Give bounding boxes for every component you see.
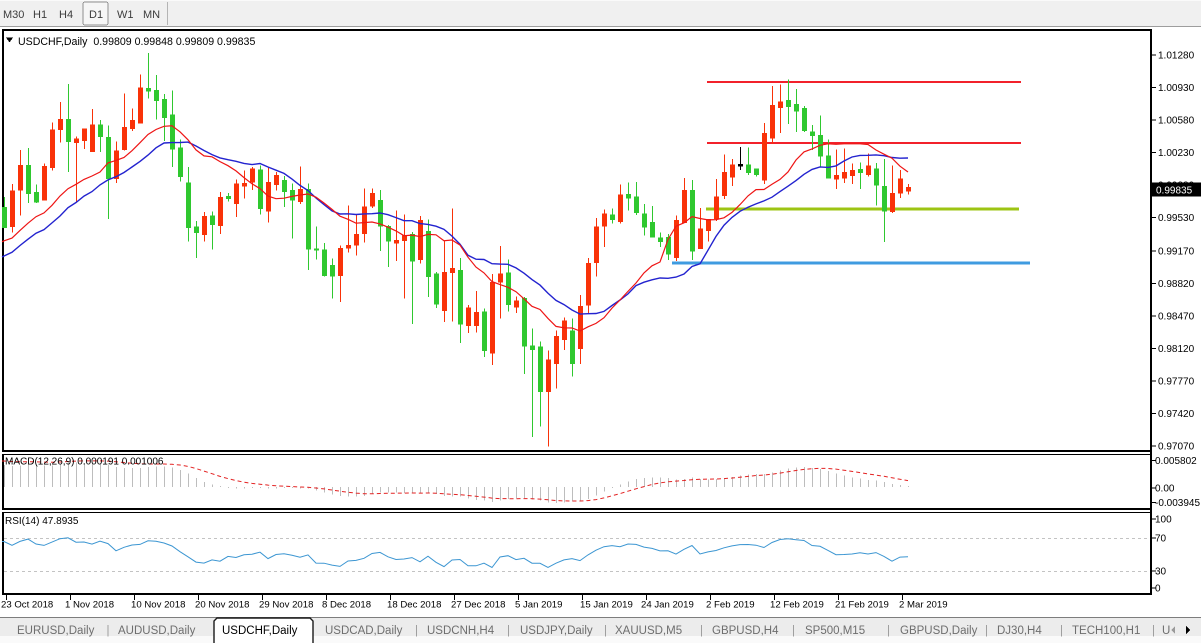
svg-text:|: |	[107, 625, 110, 637]
svg-text:0.005802: 0.005802	[1155, 456, 1197, 467]
svg-text:0.98470: 0.98470	[1158, 312, 1195, 323]
svg-text:MACD(12,26,9) 0.000191 0.00100: MACD(12,26,9) 0.000191 0.001006	[5, 457, 164, 468]
svg-text:|: |	[792, 625, 795, 637]
svg-text:15 Jan 2019: 15 Jan 2019	[580, 600, 633, 611]
svg-text:RSI(14) 47.8935: RSI(14) 47.8935	[5, 516, 79, 527]
svg-text:30: 30	[1155, 567, 1167, 578]
svg-text:XAUUSD,M5: XAUUSD,M5	[615, 625, 682, 637]
svg-text:24 Jan 2019: 24 Jan 2019	[641, 600, 694, 611]
svg-text:1.00930: 1.00930	[1158, 83, 1195, 94]
svg-text:0.97420: 0.97420	[1158, 409, 1195, 420]
svg-text:100: 100	[1155, 515, 1172, 526]
svg-text:12 Feb 2019: 12 Feb 2019	[770, 600, 824, 611]
svg-text:0.98820: 0.98820	[1158, 279, 1195, 290]
svg-text:|: |	[1152, 625, 1155, 637]
svg-text:21 Feb 2019: 21 Feb 2019	[835, 600, 889, 611]
svg-text:H4: H4	[59, 9, 73, 21]
svg-text:USDCAD,Daily: USDCAD,Daily	[325, 625, 403, 637]
svg-text:TECH100,H1: TECH100,H1	[1072, 625, 1140, 637]
svg-text:0.98120: 0.98120	[1158, 344, 1195, 355]
svg-text:2 Feb 2019: 2 Feb 2019	[706, 600, 755, 611]
svg-text:0.99170: 0.99170	[1158, 247, 1195, 258]
svg-text:USDCHF,Daily: USDCHF,Daily	[222, 625, 298, 637]
svg-text:|: |	[604, 625, 607, 637]
svg-text:USDCHF,Daily 0.99809 0.99848: USDCHF,Daily 0.99809 0.99848 0.99809 0.9…	[18, 36, 255, 48]
svg-text:|: |	[700, 625, 703, 637]
svg-text:1.00580: 1.00580	[1158, 116, 1195, 127]
svg-text:1.01280: 1.01280	[1158, 51, 1195, 62]
svg-text:W1: W1	[117, 9, 134, 21]
svg-text:70: 70	[1155, 534, 1167, 545]
svg-text:23 Oct 2018: 23 Oct 2018	[1, 600, 53, 611]
svg-text:5 Jan 2019: 5 Jan 2019	[515, 600, 562, 611]
svg-text:0: 0	[1155, 584, 1161, 595]
svg-text:|: |	[1060, 625, 1063, 637]
svg-text:DJ30,H4: DJ30,H4	[997, 625, 1042, 637]
svg-text:27 Dec 2018: 27 Dec 2018	[451, 600, 505, 611]
svg-text:H1: H1	[33, 9, 47, 21]
svg-text:-0.003945: -0.003945	[1155, 498, 1200, 509]
svg-text:18 Dec 2018: 18 Dec 2018	[387, 600, 441, 611]
svg-text:|: |	[507, 625, 510, 637]
svg-text:10 Nov 2018: 10 Nov 2018	[131, 600, 185, 611]
svg-text:SP500,M15: SP500,M15	[805, 625, 865, 637]
svg-text:EURUSD,Daily: EURUSD,Daily	[17, 625, 95, 637]
svg-text:MN: MN	[143, 9, 160, 21]
svg-text:|: |	[887, 625, 890, 637]
svg-text:|: |	[985, 625, 988, 637]
svg-text:D1: D1	[89, 9, 103, 21]
svg-text:20 Nov 2018: 20 Nov 2018	[195, 600, 249, 611]
svg-text:GBPUSD,H4: GBPUSD,H4	[712, 625, 779, 637]
svg-text:8 Dec 2018: 8 Dec 2018	[322, 600, 371, 611]
svg-text:0.99530: 0.99530	[1158, 213, 1195, 224]
svg-text:GBPUSD,Daily: GBPUSD,Daily	[900, 625, 978, 637]
svg-text:|: |	[415, 625, 418, 637]
svg-text:0.00: 0.00	[1155, 484, 1175, 495]
svg-text:2 Mar 2019: 2 Mar 2019	[899, 600, 948, 611]
svg-text:0.97070: 0.97070	[1158, 442, 1195, 453]
svg-text:0.97770: 0.97770	[1158, 377, 1195, 388]
svg-text:1 Nov 2018: 1 Nov 2018	[65, 600, 114, 611]
svg-text:USDJPY,Daily: USDJPY,Daily	[520, 625, 593, 637]
svg-text:1.00230: 1.00230	[1158, 148, 1195, 159]
svg-text:AUDUSD,Daily: AUDUSD,Daily	[118, 625, 196, 637]
svg-text:M30: M30	[3, 9, 24, 21]
svg-text:U: U	[1162, 625, 1170, 637]
svg-text:0.99835: 0.99835	[1156, 186, 1193, 197]
svg-text:29 Nov 2018: 29 Nov 2018	[259, 600, 313, 611]
svg-text:USDCNH,H4: USDCNH,H4	[427, 625, 495, 637]
